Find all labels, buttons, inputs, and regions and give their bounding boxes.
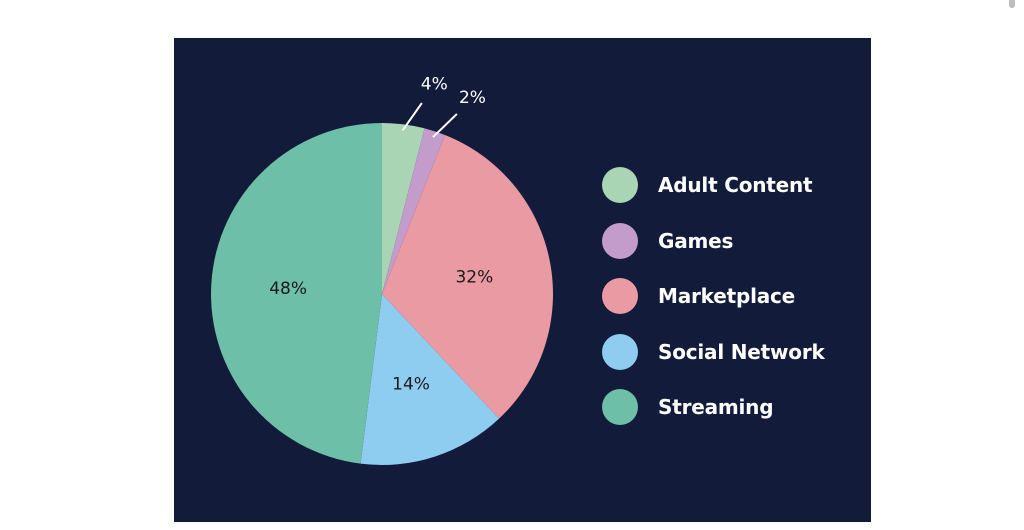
- leader-line-adult-content: [401, 102, 423, 131]
- data-label-games: 2%: [459, 88, 486, 108]
- legend-item-adult-content: Adult Content: [602, 166, 852, 204]
- legend-label-adult-content: Adult Content: [658, 173, 813, 197]
- leader-line-games: [432, 113, 458, 138]
- data-label-marketplace: 32%: [455, 267, 493, 287]
- legend-item-streaming: Streaming: [602, 388, 852, 426]
- pie-slice-marketplace: [382, 135, 553, 419]
- legend-item-social-network: Social Network: [602, 333, 852, 371]
- data-label-adult-content: 4%: [421, 74, 448, 94]
- legend-label-social-network: Social Network: [658, 339, 825, 364]
- data-label-streaming: 48%: [269, 279, 307, 299]
- pie-slice-adult-content: [382, 122, 425, 294]
- pie-slice-streaming: [211, 123, 382, 464]
- pie-slice-games: [382, 128, 445, 294]
- chart-legend: Adult Content Games Marketplace Social Netw…: [602, 166, 852, 444]
- legend-swatch-marketplace: [602, 278, 638, 314]
- legend-swatch-streaming: [602, 389, 638, 425]
- data-label-social-network: 14%: [392, 374, 430, 394]
- pie-slice-social-network: [360, 294, 500, 465]
- pie-chart: 4% 2% 32% 14% 48%: [211, 74, 553, 465]
- legend-item-marketplace: Marketplace: [602, 277, 852, 315]
- legend-swatch-games: [602, 222, 638, 259]
- legend-label-streaming: Streaming: [658, 395, 774, 419]
- chart-panel: 4% 2% 32% 14% 48% Adult Content Games Marketpl…: [174, 38, 871, 522]
- legend-swatch-adult-content: [602, 167, 638, 203]
- legend-label-marketplace: Marketplace: [658, 284, 796, 308]
- legend-swatch-social-network: [602, 333, 638, 370]
- legend-item-games: Games: [602, 222, 852, 260]
- legend-label-games: Games: [658, 228, 734, 253]
- scrollbar[interactable]: [1009, 0, 1015, 8]
